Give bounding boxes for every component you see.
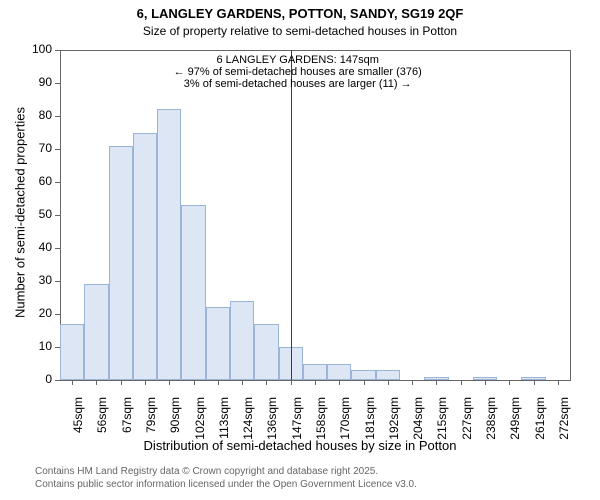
histogram-bar <box>254 324 278 380</box>
x-tick <box>436 380 437 385</box>
x-tick <box>315 380 316 385</box>
y-tick <box>55 314 60 315</box>
y-tick-label: 20 <box>22 306 52 320</box>
x-tick <box>291 380 292 385</box>
x-tick <box>339 380 340 385</box>
y-tick-label: 90 <box>22 75 52 89</box>
y-tick-label: 50 <box>22 207 52 221</box>
x-tick-label: 136sqm <box>265 397 279 453</box>
y-tick <box>55 182 60 183</box>
x-tick-label: 102sqm <box>193 397 207 453</box>
footer-line-2: Contains public sector information licen… <box>35 479 417 490</box>
y-tick-label: 0 <box>22 372 52 386</box>
x-tick <box>558 380 559 385</box>
annotation-line-1: 6 LANGLEY GARDENS: 147sqm <box>161 54 435 66</box>
x-tick-label: 261sqm <box>533 397 547 453</box>
chart-subtitle: Size of property relative to semi-detach… <box>0 24 600 38</box>
x-tick <box>412 380 413 385</box>
footer-line-1: Contains HM Land Registry data © Crown c… <box>35 466 378 477</box>
y-tick <box>55 248 60 249</box>
histogram-bar <box>181 205 205 380</box>
x-tick <box>364 380 365 385</box>
x-tick-label: 272sqm <box>557 397 571 453</box>
y-tick <box>55 116 60 117</box>
histogram-bar <box>206 307 230 380</box>
x-tick-label: 204sqm <box>411 397 425 453</box>
y-tick-label: 100 <box>22 42 52 56</box>
x-tick <box>194 380 195 385</box>
x-tick-label: 79sqm <box>144 397 158 453</box>
x-tick <box>534 380 535 385</box>
y-tick <box>55 215 60 216</box>
x-tick <box>145 380 146 385</box>
x-tick <box>121 380 122 385</box>
x-tick <box>485 380 486 385</box>
x-tick-label: 192sqm <box>387 397 401 453</box>
y-tick-label: 10 <box>22 339 52 353</box>
histogram-bar <box>376 370 400 380</box>
y-tick <box>55 50 60 51</box>
histogram-bar <box>351 370 375 380</box>
x-tick <box>218 380 219 385</box>
annotation-line-3: 3% of semi-detached houses are larger (1… <box>161 78 435 90</box>
histogram-bar <box>327 364 351 381</box>
x-tick <box>242 380 243 385</box>
x-tick <box>169 380 170 385</box>
x-tick-label: 67sqm <box>120 397 134 453</box>
y-tick-label: 70 <box>22 141 52 155</box>
y-tick-label: 40 <box>22 240 52 254</box>
y-tick <box>55 149 60 150</box>
y-tick <box>55 380 60 381</box>
y-tick <box>55 281 60 282</box>
x-tick-label: 56sqm <box>95 397 109 453</box>
annotation-line-2: ← 97% of semi-detached houses are smalle… <box>161 66 435 78</box>
x-tick-label: 90sqm <box>168 397 182 453</box>
x-tick <box>266 380 267 385</box>
x-tick-label: 158sqm <box>314 397 328 453</box>
x-tick-label: 113sqm <box>217 397 231 453</box>
histogram-bar <box>303 364 327 381</box>
x-tick <box>96 380 97 385</box>
histogram-bar <box>157 109 181 380</box>
property-marker-line <box>291 50 292 380</box>
y-tick-label: 30 <box>22 273 52 287</box>
y-tick-label: 80 <box>22 108 52 122</box>
x-tick <box>388 380 389 385</box>
y-tick-label: 60 <box>22 174 52 188</box>
x-tick <box>509 380 510 385</box>
y-tick <box>55 83 60 84</box>
x-tick-label: 227sqm <box>460 397 474 453</box>
histogram-bar <box>133 133 157 381</box>
annotation-box: 6 LANGLEY GARDENS: 147sqm← 97% of semi-d… <box>161 54 435 90</box>
chart-title: 6, LANGLEY GARDENS, POTTON, SANDY, SG19 … <box>0 6 600 21</box>
x-tick-label: 215sqm <box>435 397 449 453</box>
x-tick-label: 181sqm <box>363 397 377 453</box>
histogram-bar <box>84 284 108 380</box>
histogram-bar <box>230 301 254 380</box>
x-tick-label: 238sqm <box>484 397 498 453</box>
x-tick-label: 124sqm <box>241 397 255 453</box>
chart-container: 6, LANGLEY GARDENS, POTTON, SANDY, SG19 … <box>0 0 600 500</box>
x-tick-label: 170sqm <box>338 397 352 453</box>
histogram-bar <box>109 146 133 380</box>
x-tick <box>461 380 462 385</box>
x-tick-label: 45sqm <box>71 397 85 453</box>
x-tick-label: 249sqm <box>508 397 522 453</box>
x-tick-label: 147sqm <box>290 397 304 453</box>
histogram-bar <box>60 324 84 380</box>
x-tick <box>72 380 73 385</box>
